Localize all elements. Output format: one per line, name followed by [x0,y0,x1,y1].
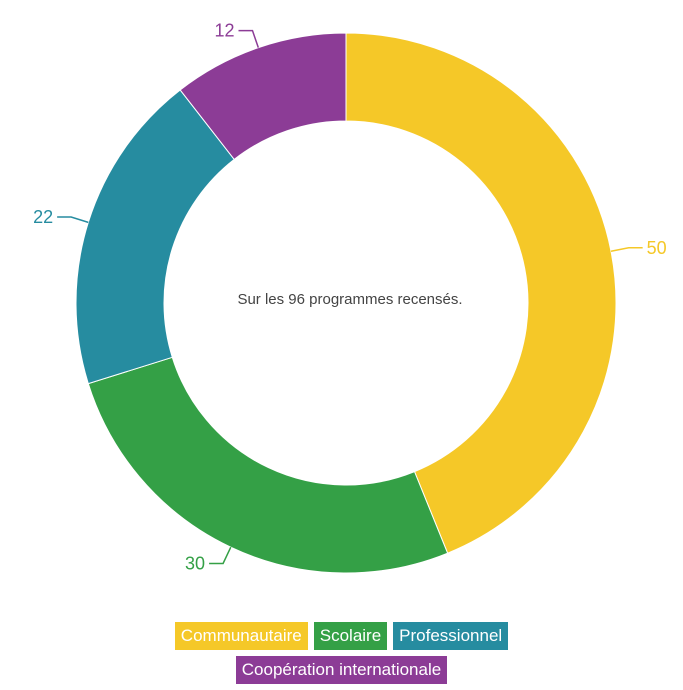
donut-slice-coop-ration-internationale [179,32,347,161]
donut-slice-communautaire [345,32,617,554]
legend-item-communautaire: Communautaire [174,622,308,650]
legend-item-cooperation-internationale: Coopération internationale [235,656,448,684]
donut-slice-professionnel [75,89,235,385]
donut-slices [75,32,617,574]
leader-line [610,247,643,252]
donut-slice-scolaire [87,356,449,574]
value-labels: 50 30 22 12 [33,21,667,574]
center-text: Sur les 96 programmes recensés. [237,291,462,308]
donut-chart: 50 30 22 12 Sur les 96 programmes recensés. [33,21,667,574]
legend: Communautaire Scolaire Professionnel Coo… [0,622,683,690]
value-label: 12 [214,21,234,41]
leader-line [238,29,260,48]
legend-row: Coopération internationale [0,656,683,684]
value-label: 50 [647,238,667,258]
legend-row: Communautaire Scolaire Professionnel [0,622,683,650]
value-label: 30 [185,553,205,573]
leader-line [209,546,232,565]
leader-lines [57,29,643,565]
value-label: 22 [33,207,53,227]
legend-item-professionnel: Professionnel [393,622,509,650]
leader-line [57,216,89,224]
legend-item-scolaire: Scolaire [313,622,388,650]
